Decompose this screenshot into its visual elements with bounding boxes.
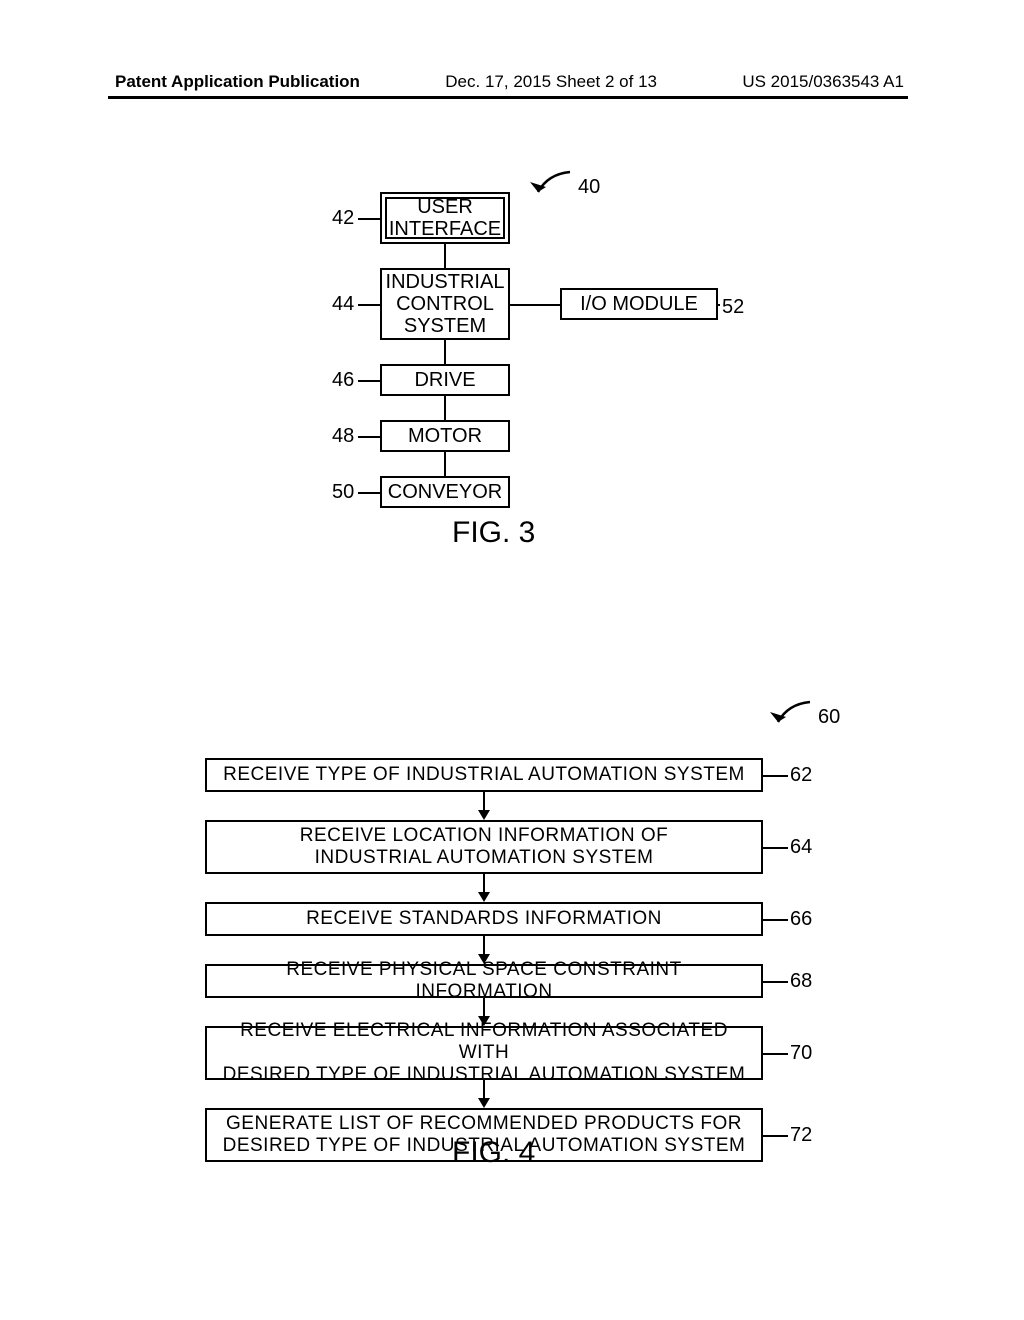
ref-io-module: 52	[722, 296, 744, 319]
ref-step-6: 72	[790, 1124, 812, 1147]
block-user_interface: USERINTERFACE	[380, 192, 510, 244]
figure-3-caption: FIG. 3	[452, 516, 535, 550]
ref-tick	[358, 492, 380, 494]
ref-motor: 48	[332, 425, 354, 448]
flow-arrow-line	[483, 998, 485, 1016]
ref-tick	[358, 218, 380, 220]
ref-tick	[763, 919, 788, 921]
figure-reference: 40	[578, 176, 600, 199]
flow-arrow-line	[483, 874, 485, 892]
page-header: Patent Application Publication Dec. 17, …	[0, 72, 1024, 92]
ref-conveyor: 50	[332, 481, 354, 504]
figure-4-caption: FIG. 4	[452, 1136, 535, 1170]
flow-arrow-line	[483, 792, 485, 810]
header-publication: Patent Application Publication	[115, 72, 360, 92]
ref-tick	[358, 380, 380, 382]
figure-reference: 60	[818, 706, 840, 729]
connector-horizontal	[510, 304, 560, 306]
header-patent-number: US 2015/0363543 A1	[742, 72, 904, 92]
flow-step-2: RECEIVE LOCATION INFORMATION OFINDUSTRIA…	[205, 820, 763, 874]
flow-step-5: RECEIVE ELECTRICAL INFORMATION ASSOCIATE…	[205, 1026, 763, 1080]
flow-step-1: RECEIVE TYPE OF INDUSTRIAL AUTOMATION SY…	[205, 758, 763, 792]
figure-4-canvas: 60 RECEIVE TYPE OF INDUSTRIAL AUTOMATION …	[0, 692, 1024, 1252]
ref-tick	[718, 304, 720, 306]
flow-arrow-head	[478, 954, 490, 964]
ref-step-4: 68	[790, 970, 812, 993]
connector-vertical	[444, 244, 446, 268]
block-io-module: I/O MODULE	[560, 288, 718, 320]
figure-4: 60 RECEIVE TYPE OF INDUSTRIAL AUTOMATION …	[0, 692, 1024, 1252]
ref-step-3: 66	[790, 908, 812, 931]
ref-step-2: 64	[790, 836, 812, 859]
ref-industrial_control: 44	[332, 293, 354, 316]
block-drive: DRIVE	[380, 364, 510, 396]
ref-tick	[358, 436, 380, 438]
ref-step-1: 62	[790, 764, 812, 787]
connector-vertical	[444, 452, 446, 476]
figure-3: 40 USERINTERFACE 42 INDUSTRIALCONTROLSYSTEM…	[0, 172, 1024, 592]
flow-arrow-head	[478, 892, 490, 902]
header-sheet: Dec. 17, 2015 Sheet 2 of 13	[445, 72, 657, 92]
flow-step-4: RECEIVE PHYSICAL SPACE CONSTRAINT INFORM…	[205, 964, 763, 998]
flow-step-3: RECEIVE STANDARDS INFORMATION	[205, 902, 763, 936]
ref-drive: 46	[332, 369, 354, 392]
figure-3-canvas: 40 USERINTERFACE 42 INDUSTRIALCONTROLSYSTEM…	[0, 172, 1024, 592]
ref-tick	[763, 775, 788, 777]
connector-vertical	[444, 340, 446, 364]
ref-tick	[763, 981, 788, 983]
ref-tick	[358, 304, 380, 306]
header-rule	[108, 96, 908, 99]
flow-arrow-head	[478, 1098, 490, 1108]
block-conveyor: CONVEYOR	[380, 476, 510, 508]
ref-user_interface: 42	[332, 207, 354, 230]
flow-arrow-head	[478, 1016, 490, 1026]
block-motor: MOTOR	[380, 420, 510, 452]
connector-vertical	[444, 396, 446, 420]
ref-tick	[763, 1135, 788, 1137]
ref-tick	[763, 1053, 788, 1055]
ref-step-5: 70	[790, 1042, 812, 1065]
ref-tick	[763, 847, 788, 849]
block-industrial_control: INDUSTRIALCONTROLSYSTEM	[380, 268, 510, 340]
flow-arrow-head	[478, 810, 490, 820]
flow-arrow-line	[483, 936, 485, 954]
flow-arrow-line	[483, 1080, 485, 1098]
